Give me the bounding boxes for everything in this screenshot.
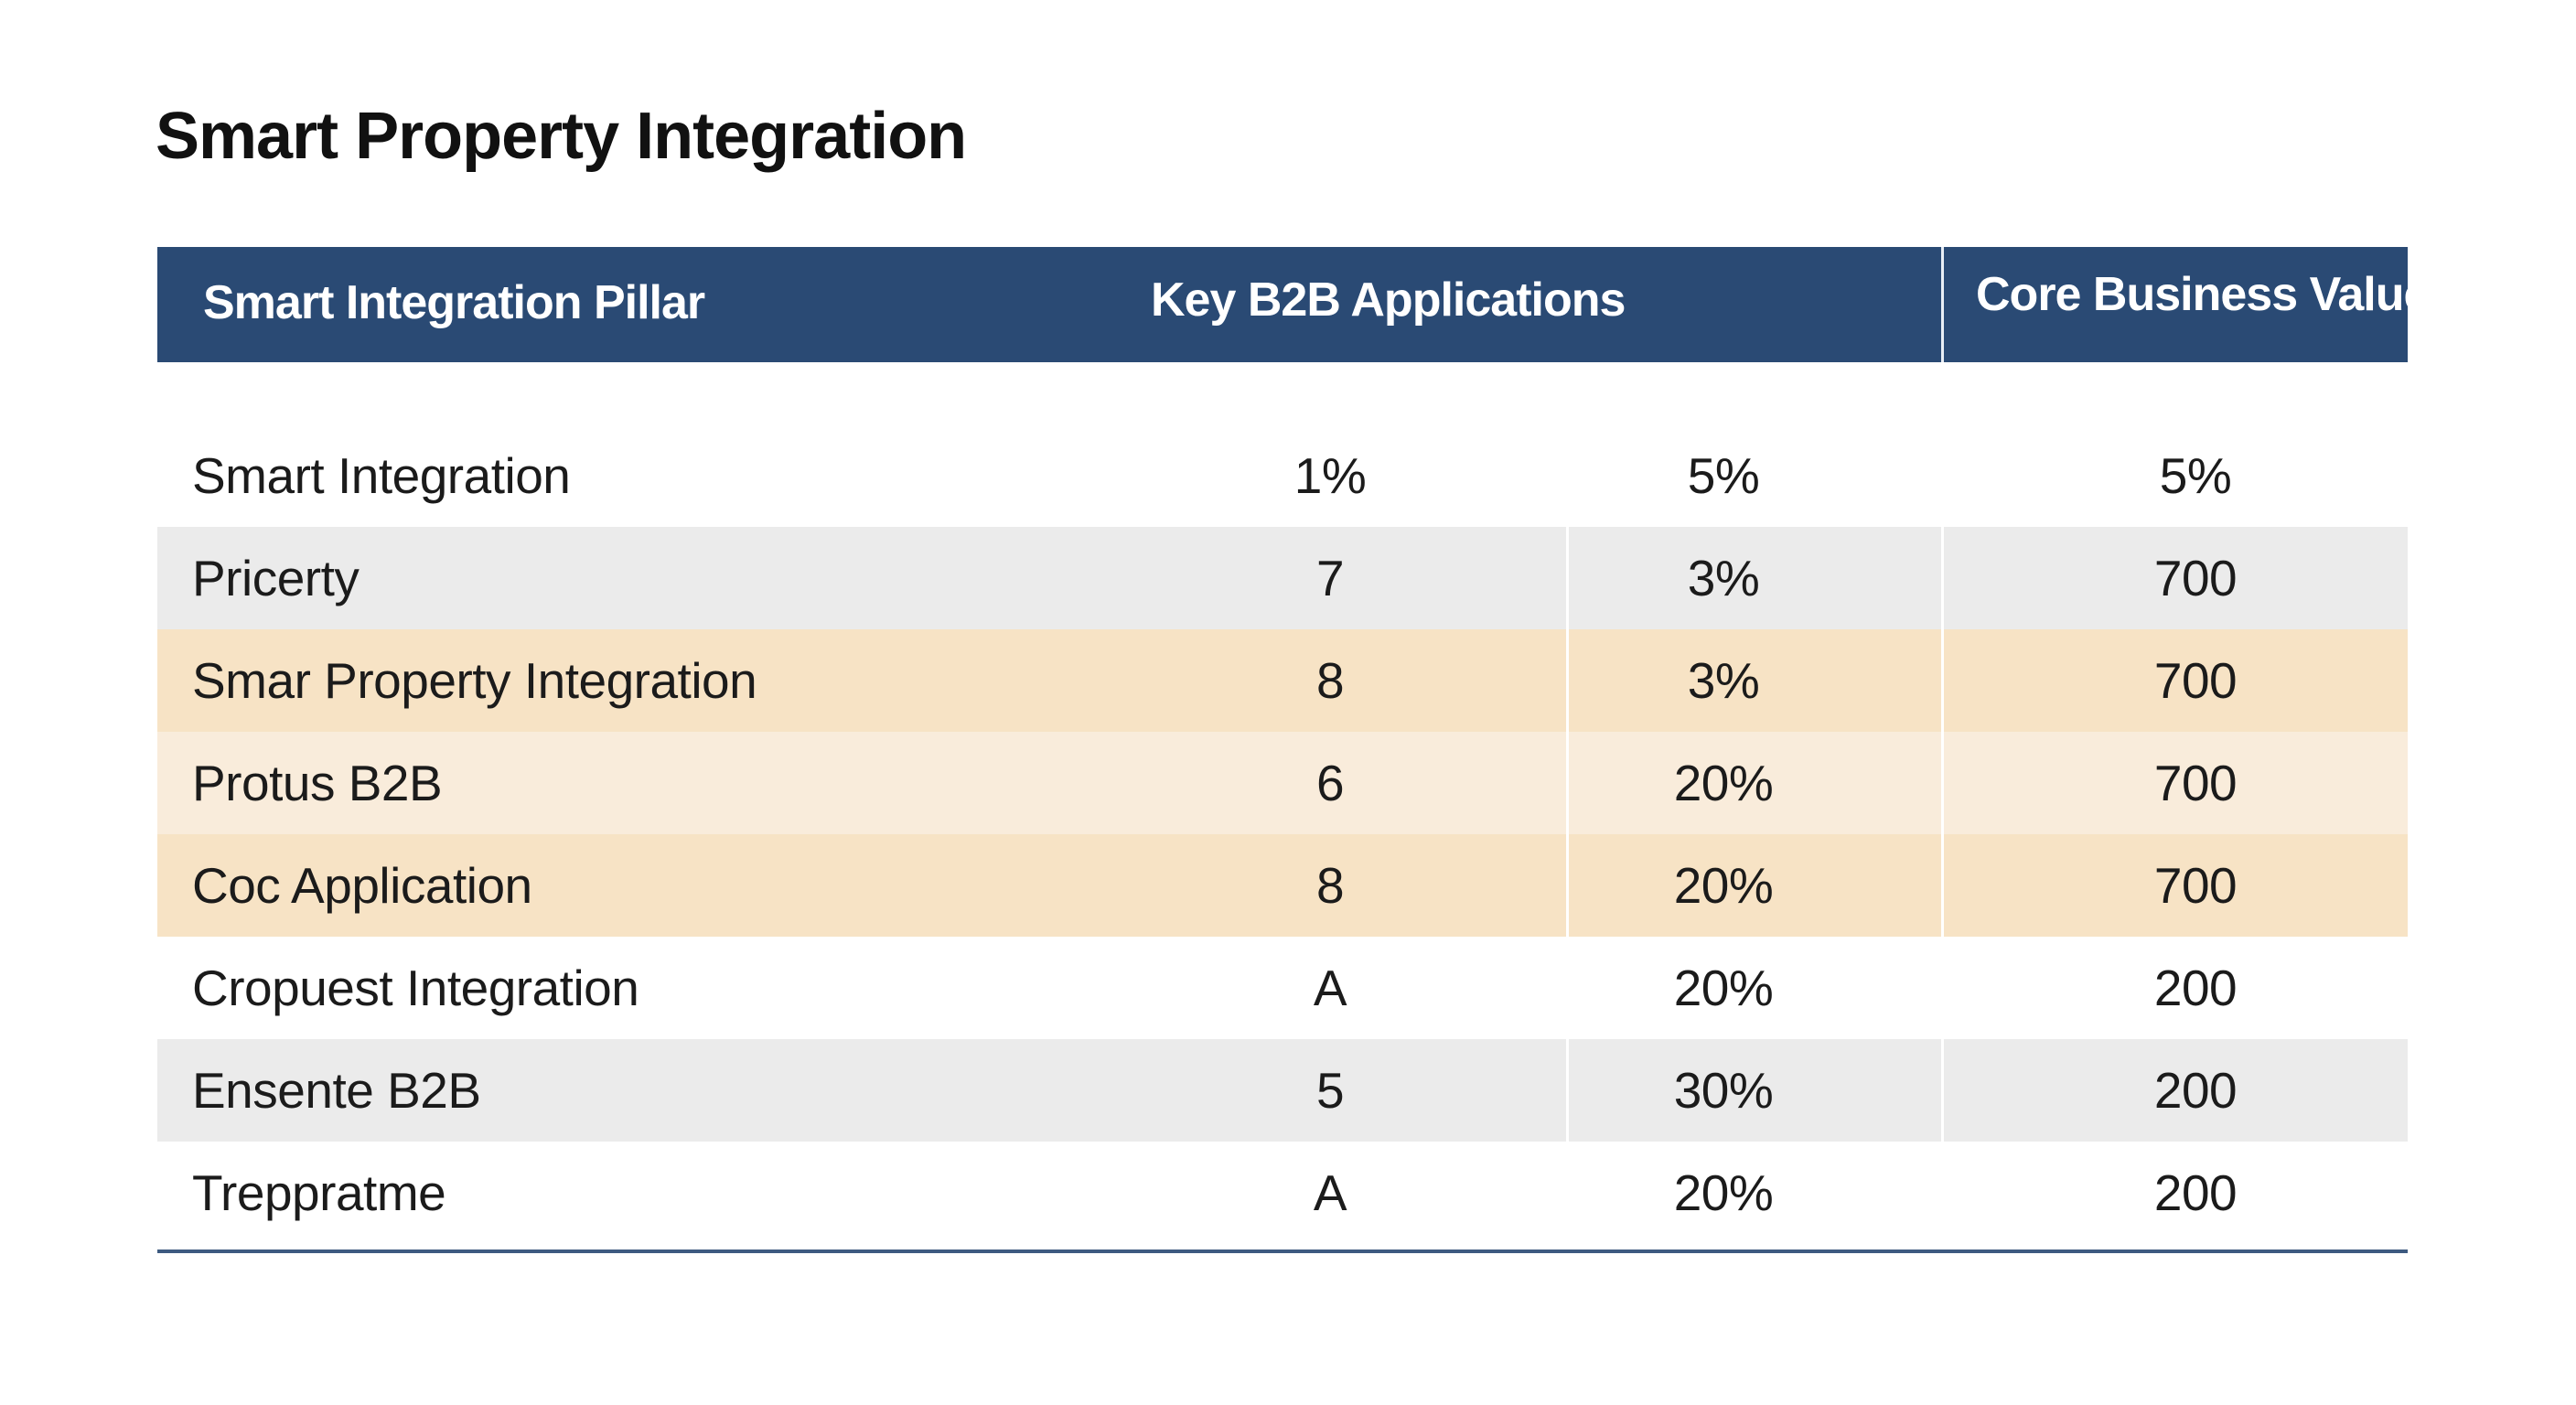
table-header: Smart Integration Pillar Key B2B Applica… (157, 247, 2430, 362)
row-value-3: 700 (2153, 550, 2238, 606)
row-value-1: 6 (1315, 755, 1345, 811)
row-value-3: 200 (2153, 1164, 2238, 1221)
table-body: Smart Integration 1% 5% 5% Pricerty 7 3%… (157, 424, 2408, 1244)
row-pillar: Smart Integration (192, 447, 571, 504)
table-row: Pricerty 7 3% 700 (157, 527, 2408, 629)
column-separator (1566, 1039, 1569, 1142)
row-value-1: A (1313, 1164, 1347, 1221)
page-title: Smart Property Integration (156, 100, 967, 173)
row-value-2: 30% (1673, 1062, 1774, 1119)
row-value-3: 5% (2159, 447, 2232, 504)
table-row: Treppratme A 20% 200 (157, 1142, 2408, 1244)
row-value-1: A (1313, 960, 1347, 1016)
table-row: Protus B2B 6 20% 700 (157, 732, 2408, 834)
row-value-1: 5 (1315, 1062, 1345, 1119)
table-row: Cropuest Integration A 20% 200 (157, 937, 2408, 1039)
row-value-2: 3% (1687, 652, 1760, 709)
row-value-3: 200 (2153, 960, 2238, 1016)
row-pillar: Coc Application (192, 857, 532, 914)
row-pillar: Treppratme (192, 1164, 446, 1221)
table-row: Coc Application 8 20% 700 (157, 834, 2408, 937)
row-value-2: 20% (1673, 960, 1774, 1016)
row-value-3: 700 (2153, 652, 2238, 709)
column-separator (1941, 1039, 1944, 1142)
row-value-2: 20% (1673, 1164, 1774, 1221)
row-value-2: 3% (1687, 550, 1760, 606)
row-value-1: 8 (1315, 652, 1345, 709)
row-pillar: Smar Property Integration (192, 652, 757, 709)
data-table: Smart Integration Pillar Key B2B Applica… (157, 247, 2430, 1253)
row-value-3: 700 (2153, 857, 2238, 914)
row-value-2: 20% (1673, 857, 1774, 914)
row-pillar: Protus B2B (192, 755, 443, 811)
column-separator (1941, 629, 1944, 732)
column-separator (1941, 732, 1944, 834)
row-value-3: 700 (2153, 755, 2238, 811)
table-row: Ensente B2B 5 30% 200 (157, 1039, 2408, 1142)
row-pillar: Cropuest Integration (192, 960, 639, 1016)
table-row: Smar Property Integration 8 3% 700 (157, 629, 2408, 732)
table-bottom-rule (157, 1249, 2408, 1253)
row-pillar: Pricerty (192, 550, 360, 606)
column-separator (1566, 527, 1569, 629)
header-divider (1941, 247, 1944, 362)
column-header-value: Core Business Value (1976, 268, 2430, 321)
table-row: Smart Integration 1% 5% 5% (157, 424, 2408, 527)
row-value-2: 5% (1687, 447, 1760, 504)
column-header-applications: Key B2B Applications (1151, 273, 1626, 327)
column-header-pillar: Smart Integration Pillar (203, 276, 705, 329)
row-value-2: 20% (1673, 755, 1774, 811)
row-value-3: 200 (2153, 1062, 2238, 1119)
column-separator (1566, 732, 1569, 834)
column-separator (1941, 527, 1944, 629)
row-value-1: 1% (1293, 447, 1367, 504)
row-value-1: 8 (1315, 857, 1345, 914)
column-separator (1941, 834, 1944, 937)
row-value-1: 7 (1315, 550, 1345, 606)
row-pillar: Ensente B2B (192, 1062, 481, 1119)
column-separator (1566, 629, 1569, 732)
column-separator (1566, 834, 1569, 937)
